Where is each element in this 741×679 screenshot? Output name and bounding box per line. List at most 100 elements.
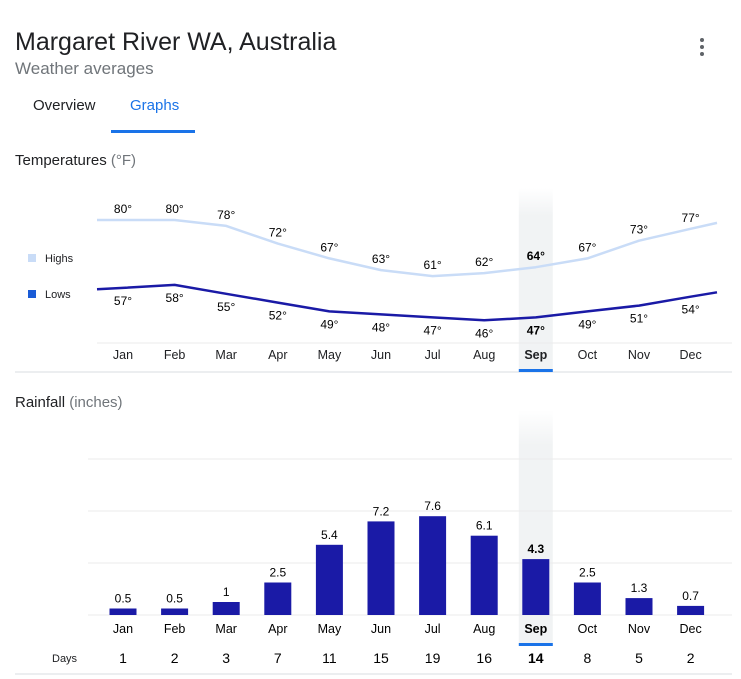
selected-month-indicator — [518, 369, 553, 372]
low-value-label: 49° — [578, 317, 596, 331]
low-value-label: 54° — [682, 303, 700, 317]
low-value-label: 55° — [217, 300, 235, 314]
tab-overview[interactable]: Overview — [33, 97, 96, 114]
rainfall-value-label: 2.5 — [269, 566, 286, 580]
rainfall-month-oct[interactable]: Oct — [578, 622, 598, 636]
rainfall-month-feb[interactable]: Feb — [164, 622, 186, 636]
rainfall-month-sep[interactable]: Sep — [524, 622, 547, 636]
temperature-month-may[interactable]: May — [318, 348, 342, 362]
rainfall-value-label: 2.5 — [579, 566, 596, 580]
legend-highs-label: Highs — [45, 253, 74, 265]
rain-days-value: 2 — [171, 650, 179, 666]
more-vert-icon[interactable] — [692, 36, 712, 60]
rainfall-value-label: 7.2 — [373, 504, 390, 518]
rainfall-value-label: 0.7 — [682, 589, 699, 603]
rain-days-value: 3 — [222, 650, 230, 666]
temperature-month-jan[interactable]: Jan — [113, 348, 133, 362]
temperature-month-sep[interactable]: Sep — [524, 348, 547, 362]
rainfall-month-jul[interactable]: Jul — [425, 622, 441, 636]
rain-days-value: 7 — [274, 650, 282, 666]
rainfall-bar-oct — [573, 582, 601, 615]
rainfall-title: Rainfall — [15, 394, 66, 411]
legend-highs-swatch — [28, 254, 36, 262]
rainfall-bar-dec — [677, 605, 705, 615]
highs-line — [97, 218, 718, 278]
high-value-label: 67° — [320, 240, 338, 254]
low-value-label: 57° — [114, 294, 132, 308]
page-subtitle: Weather averages — [15, 59, 154, 78]
rain-days-value: 1 — [119, 650, 127, 666]
legend-lows-label: Lows — [45, 289, 71, 301]
temperature-month-apr[interactable]: Apr — [268, 348, 287, 362]
rainfall-bar-sep — [522, 559, 550, 615]
high-value-label: 64° — [527, 249, 545, 263]
high-value-label: 73° — [630, 223, 648, 237]
rain-days-value: 8 — [584, 650, 592, 666]
tab-graphs[interactable]: Graphs — [130, 97, 180, 114]
rainfall-month-apr[interactable]: Apr — [268, 622, 287, 636]
rain-days-value: 16 — [476, 650, 492, 666]
rainfall-month-jan[interactable]: Jan — [113, 622, 133, 636]
rainfall-month-mar[interactable]: Mar — [215, 622, 237, 636]
rainfall-month-may[interactable]: May — [318, 622, 342, 636]
rainfall-month-dec[interactable]: Dec — [679, 622, 701, 636]
rainfall-bar-jan — [109, 608, 137, 615]
high-value-label: 62° — [475, 255, 493, 269]
high-value-label: 61° — [424, 258, 442, 272]
low-value-label: 52° — [269, 309, 287, 323]
rainfall-month-nov[interactable]: Nov — [628, 622, 651, 636]
rainfall-value-label: 1.3 — [631, 581, 648, 595]
temperature-month-nov[interactable]: Nov — [628, 348, 651, 362]
low-value-label: 58° — [166, 291, 184, 305]
page-title: Margaret River WA, Australia — [15, 28, 337, 56]
rain-days-value: 14 — [528, 650, 544, 666]
rainfall-unit: (inches) — [69, 394, 123, 411]
rainfall-bar-jul — [419, 516, 447, 615]
legend-lows-swatch — [28, 290, 36, 298]
rainfall-bar-may — [315, 544, 343, 615]
temperature-month-oct[interactable]: Oct — [578, 348, 598, 362]
selected-month-indicator — [518, 643, 553, 646]
rainfall-value-label: 0.5 — [166, 592, 183, 606]
rainfall-section-title: Rainfall (inches) — [15, 394, 123, 411]
high-value-label: 80° — [166, 202, 184, 216]
rainfall-value-label: 7.6 — [424, 499, 441, 513]
rainfall-value-label: 0.5 — [115, 592, 132, 606]
high-value-label: 78° — [217, 208, 235, 222]
lows-line — [96, 283, 718, 322]
low-value-label: 46° — [475, 326, 493, 340]
temperature-month-jul[interactable]: Jul — [425, 348, 441, 362]
temperature-section-title: Temperatures (°F) — [15, 152, 136, 169]
high-value-label: 77° — [682, 211, 700, 225]
temperature-month-mar[interactable]: Mar — [215, 348, 237, 362]
rainfall-bar-mar — [212, 602, 240, 615]
low-value-label: 47° — [424, 323, 442, 337]
high-value-label: 80° — [114, 202, 132, 216]
rain-days-value: 19 — [425, 650, 441, 666]
rainfall-value-label: 4.3 — [527, 542, 544, 556]
temperature-month-dec[interactable]: Dec — [679, 348, 701, 362]
rain-days-value: 5 — [635, 650, 643, 666]
temperature-month-jun[interactable]: Jun — [371, 348, 391, 362]
high-value-label: 67° — [578, 240, 596, 254]
rainfall-bar-aug — [470, 535, 498, 615]
rainfall-value-label: 6.1 — [476, 519, 493, 533]
days-label: Days — [52, 653, 78, 665]
temperature-title: Temperatures — [15, 152, 107, 169]
rainfall-month-jun[interactable]: Jun — [371, 622, 391, 636]
rainfall-bar-nov — [625, 598, 653, 615]
rainfall-month-aug[interactable]: Aug — [473, 622, 495, 636]
rain-days-value: 11 — [322, 650, 337, 666]
rainfall-value-label: 1 — [223, 585, 230, 599]
active-tab-indicator — [111, 130, 195, 133]
rain-days-value: 2 — [687, 650, 695, 666]
low-value-label: 49° — [320, 317, 338, 331]
temperature-month-aug[interactable]: Aug — [473, 348, 495, 362]
selected-month-highlight — [518, 188, 553, 372]
temperature-unit: (°F) — [110, 152, 137, 169]
high-value-label: 72° — [269, 226, 287, 240]
temperature-month-feb[interactable]: Feb — [164, 348, 186, 362]
high-value-label: 63° — [372, 252, 390, 266]
